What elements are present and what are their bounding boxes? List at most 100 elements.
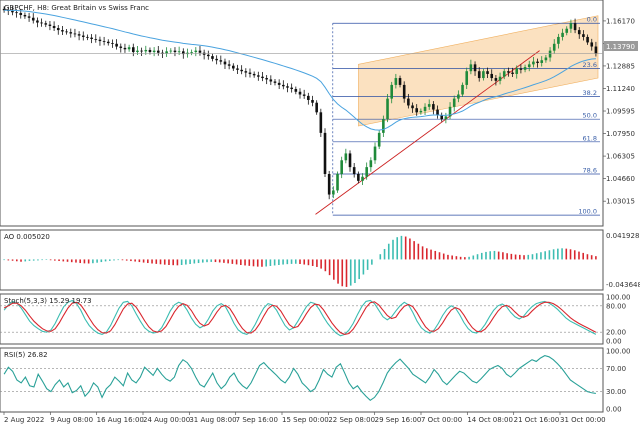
candle-body [127, 47, 131, 50]
rsi-label: RSI(5) 26.82 [4, 351, 48, 359]
price-tick-label: 1.09595 [606, 108, 635, 116]
fib-label-0: 0.0 [587, 16, 597, 24]
candle-body [390, 84, 393, 99]
candle-body [452, 98, 456, 107]
candle-body [577, 30, 581, 35]
stoch-panel[interactable] [0, 293, 604, 345]
fibonacci-retracement[interactable]: 0.0 23.6 38.2 50.0 61.8 78.6 100.0 [332, 16, 600, 216]
candle-body [561, 32, 564, 37]
ao-axis: 0.041928 -0.043648 [606, 232, 640, 289]
time-tick-label: 14 Oct 08:00 [467, 416, 513, 424]
candle-body [219, 60, 223, 62]
stoch-signal-line [3, 301, 597, 335]
candle-body [257, 75, 260, 77]
candle-body [77, 34, 81, 36]
candle-body [323, 132, 327, 174]
candle-body [565, 28, 569, 33]
candle-body [207, 54, 210, 57]
candle-body [115, 43, 118, 47]
candle-body [290, 87, 293, 90]
candle-body [469, 64, 473, 72]
candle-body [336, 173, 339, 191]
candle-body [465, 71, 469, 85]
time-tick-label: 31 Oct 00:00 [560, 416, 606, 424]
price-tick-label: 1.03015 [606, 198, 635, 206]
candle-body [511, 72, 514, 74]
candle-body [502, 71, 506, 77]
candle-body [357, 173, 360, 181]
candle-body [402, 84, 406, 99]
time-tick-label: 21 Oct 16:00 [514, 416, 560, 424]
candle-body [44, 23, 48, 25]
time-tick-label: 2 Aug 2022 [4, 416, 44, 424]
moving-average-line [4, 9, 596, 131]
candle-body [473, 64, 477, 72]
candle-body [261, 76, 264, 79]
candle-body [432, 104, 435, 110]
price-candles [2, 6, 598, 200]
symbol-label: GBPCHF, H8: Great Britain vs Swiss Franc [4, 4, 149, 12]
candle-body [223, 61, 227, 65]
candle-body [148, 49, 152, 53]
candle-body [248, 72, 252, 74]
stoch-label: Stoch(5,3,3) 15.29 19.73 [4, 297, 92, 305]
candle-body [277, 82, 281, 85]
candle-body [527, 64, 531, 68]
candle-body [136, 50, 139, 53]
candle-body [81, 35, 85, 37]
candle-body [582, 34, 585, 37]
candle-body [440, 115, 444, 120]
candle-body [594, 46, 598, 54]
candle-body [373, 146, 377, 161]
ao-tick-label: -0.043648 [606, 281, 640, 289]
time-tick-label: 31 Aug 08:00 [189, 416, 236, 424]
fib-label-6: 100.0 [578, 208, 597, 216]
current-price-badge-label: 1.13790 [606, 43, 635, 51]
stoch-tick-label: 80.00 [606, 302, 626, 310]
trend-line[interactable] [315, 50, 540, 215]
candle-body [232, 65, 235, 69]
candle-body [40, 22, 43, 24]
candle-body [190, 52, 193, 53]
candle-body [419, 110, 423, 113]
candle-body [169, 50, 173, 52]
candle-body [69, 32, 73, 34]
candle-body [111, 43, 114, 44]
stoch-tick-label: 20.00 [606, 329, 626, 337]
current-price-badge: 1.13790 [604, 41, 638, 51]
fib-label-1: 23.6 [583, 61, 597, 69]
candle-body [348, 153, 352, 168]
price-tick-label: 1.16170 [606, 17, 635, 25]
candle-body [61, 30, 64, 32]
candle-body [552, 43, 556, 51]
candle-body [15, 12, 18, 14]
price-tick-label: 1.07950 [606, 130, 635, 138]
candle-body [173, 50, 177, 53]
ao-panel[interactable] [0, 229, 604, 291]
time-tick-label: 7 Sep 16:00 [236, 416, 278, 424]
fib-label-2: 38.2 [583, 89, 597, 97]
candle-body [211, 56, 214, 59]
candle-body [398, 78, 402, 85]
candle-body [244, 71, 248, 73]
candle-body [131, 47, 135, 53]
candle-body [361, 176, 364, 181]
candle-body [98, 39, 102, 42]
candle-body [311, 99, 314, 103]
candle-body [523, 67, 527, 70]
rsi-tick-label: 0.00 [606, 406, 622, 414]
candle-body [90, 37, 93, 39]
candle-body [73, 33, 77, 35]
candle-body [394, 78, 398, 85]
candle-body [144, 49, 148, 52]
candle-body [540, 60, 544, 63]
candle-body [102, 41, 106, 42]
candle-body [477, 71, 481, 79]
candle-body [240, 69, 243, 72]
time-tick-label: 9 Aug 08:00 [50, 416, 93, 424]
candle-body [332, 190, 335, 195]
candle-body [106, 41, 110, 44]
rsi-panel[interactable] [0, 347, 604, 413]
candle-body [369, 160, 373, 168]
